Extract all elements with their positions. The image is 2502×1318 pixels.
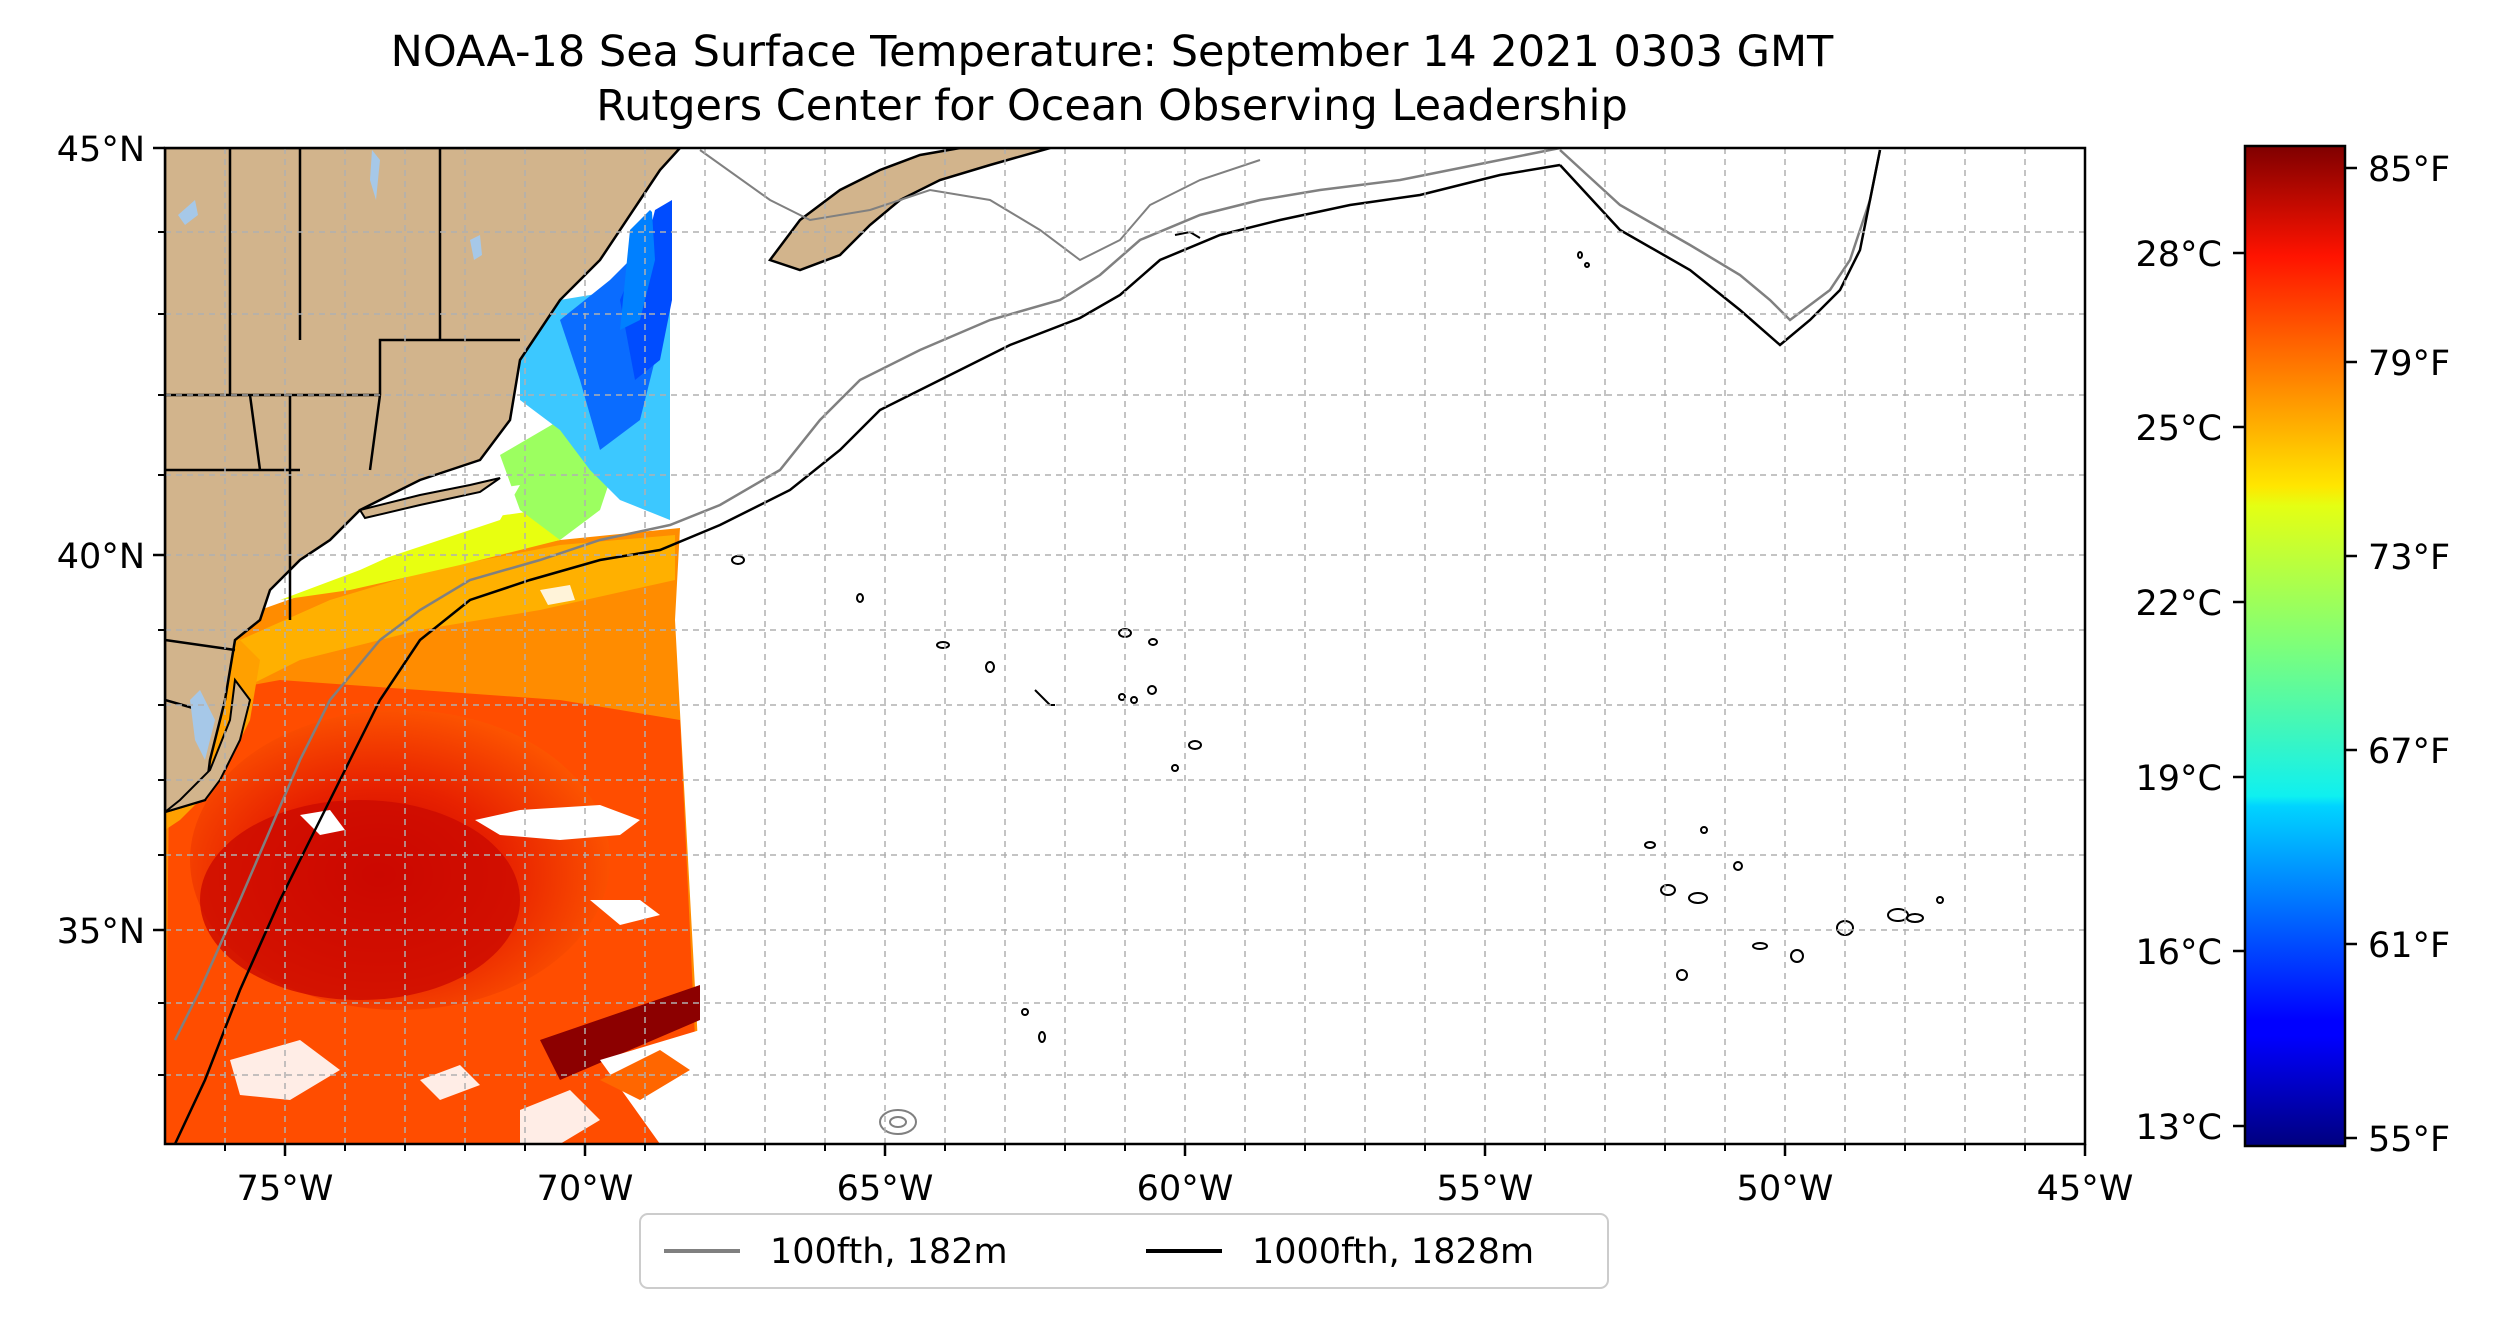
lon-tick-label: 70°W	[537, 1169, 634, 1209]
colorbar-gradient	[2243, 144, 2347, 1148]
lat-tick-label: 40°N	[57, 537, 145, 577]
celsius-tick-label: 25°C	[2136, 409, 2222, 449]
lon-tick-label: 60°W	[1137, 1169, 1234, 1209]
lon-tick-label: 50°W	[1737, 1169, 1834, 1209]
legend-label-100fth: 100fth, 182m	[770, 1232, 1008, 1272]
map-gridlines	[165, 148, 2085, 1144]
celsius-tick-label: 22°C	[2136, 584, 2222, 624]
fahrenheit-tick-label: 67°F	[2368, 732, 2450, 772]
map-subtitle: Rutgers Center for Ocean Observing Leade…	[596, 81, 1628, 131]
legend-label-1000fth: 1000fth, 1828m	[1252, 1232, 1534, 1272]
lon-tick-label: 65°W	[837, 1169, 934, 1209]
sst-data-layer	[165, 200, 705, 1144]
celsius-tick-label: 13°C	[2136, 1108, 2222, 1148]
map-area	[165, 148, 2085, 1144]
lat-tick-label: 35°N	[57, 912, 145, 952]
lat-axis: 45°N 40°N 35°N	[57, 130, 165, 1076]
fahrenheit-tick-label: 79°F	[2368, 344, 2450, 384]
celsius-tick-label: 28°C	[2136, 235, 2222, 275]
map-title: NOAA-18 Sea Surface Temperature: Septemb…	[391, 27, 1834, 77]
celsius-tick-label: 19°C	[2136, 759, 2222, 799]
fahrenheit-tick-label: 55°F	[2368, 1120, 2450, 1160]
lon-tick-label: 75°W	[237, 1169, 334, 1209]
celsius-tick-label: 16°C	[2136, 933, 2222, 973]
lat-tick-label: 45°N	[57, 130, 145, 170]
fahrenheit-tick-label: 61°F	[2368, 926, 2450, 966]
land-layer	[165, 148, 1051, 814]
lon-tick-label: 55°W	[1437, 1169, 1534, 1209]
lon-tick-label: 45°W	[2037, 1169, 2134, 1209]
legend-box	[639, 1213, 1609, 1289]
legend: 100fth, 182m 1000fth, 1828m	[639, 1213, 1609, 1289]
fahrenheit-tick-label: 85°F	[2368, 150, 2450, 190]
colorbar: 28°C 25°C 22°C 19°C 16°C 13°C 85°F 79°F …	[2136, 144, 2450, 1160]
isobath-contours	[173, 148, 1944, 1144]
lon-axis: 75°W 70°W 65°W 60°W 55°W 50°W 45°W	[224, 1144, 2134, 1209]
fahrenheit-tick-label: 73°F	[2368, 538, 2450, 578]
